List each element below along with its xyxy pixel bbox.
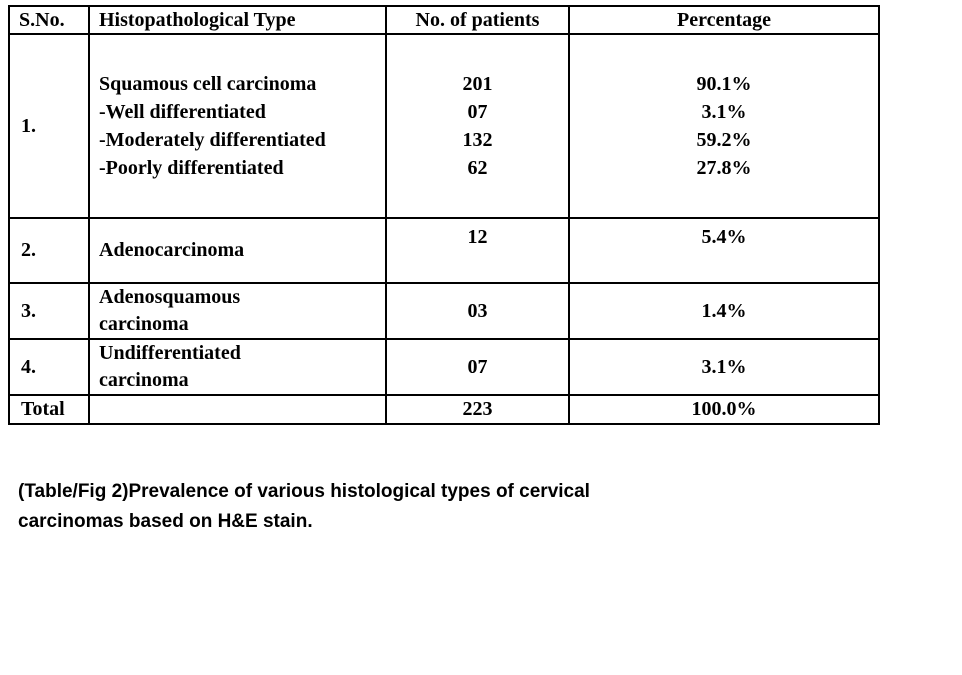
cell-line: 62 <box>467 157 488 179</box>
cell-line: -Well differentiated <box>99 101 266 123</box>
cell-type: Squamous cell carcinoma -Well differenti… <box>88 33 387 219</box>
cell-line: 201 <box>462 73 493 95</box>
cell-line: -Poorly differentiated <box>99 157 284 179</box>
header-sno: S.No. <box>8 5 90 35</box>
table-caption: (Table/Fig 2)Prevalence of various histo… <box>18 477 590 537</box>
cell-line: -Moderately differentiated <box>99 129 326 151</box>
header-percentage: Percentage <box>568 5 880 35</box>
cell-line: 90.1% <box>696 73 752 95</box>
cell-type <box>88 394 387 425</box>
cell-sno: 4. <box>8 338 90 396</box>
cell-percentage: 1.4% <box>568 282 880 340</box>
header-patients: No. of patients <box>385 5 570 35</box>
cell-line: carcinoma <box>99 313 189 335</box>
cell-line: 07 <box>467 101 488 123</box>
cell-patients: 223 <box>385 394 570 425</box>
cell-sno: 2. <box>8 217 90 284</box>
caption-line: carcinomas based on H&E stain. <box>18 511 313 532</box>
cell-line: carcinoma <box>99 369 189 391</box>
cell-type: Adenocarcinoma <box>88 217 387 284</box>
cell-line: 3.1% <box>701 101 747 123</box>
cell-type: Adenosquamous carcinoma <box>88 282 387 340</box>
results-table: S.No. Histopathological Type No. of pati… <box>8 5 880 425</box>
cell-sno: 3. <box>8 282 90 340</box>
cell-percentage: 90.1% 3.1% 59.2% 27.8% <box>568 33 880 219</box>
cell-percentage: 3.1% <box>568 338 880 396</box>
cell-patients: 201 07 132 62 <box>385 33 570 219</box>
cell-line: 132 <box>462 129 493 151</box>
table-row: 2. Adenocarcinoma 12 5.4% <box>8 217 880 284</box>
cell-percentage: 100.0% <box>568 394 880 425</box>
table-row: 3. Adenosquamous carcinoma 03 1.4% <box>8 282 880 340</box>
cell-sno: 1. <box>8 33 90 219</box>
header-row: S.No. Histopathological Type No. of pati… <box>8 5 880 35</box>
cell-patients: 07 <box>385 338 570 396</box>
table-row-total: Total 223 100.0% <box>8 394 880 425</box>
cell-line: Undifferentiated <box>99 342 241 364</box>
table-row: 1. Squamous cell carcinoma -Well differe… <box>8 33 880 219</box>
cell-patients: 12 <box>385 217 570 284</box>
cell-line: Adenosquamous <box>99 286 241 308</box>
cell-type: Undifferentiated carcinoma <box>88 338 387 396</box>
cell-line: 59.2% <box>696 129 752 151</box>
cell-percentage: 5.4% <box>568 217 880 284</box>
cell-patients: 03 <box>385 282 570 340</box>
cell-line: 27.8% <box>696 157 752 179</box>
cell-sno: Total <box>8 394 90 425</box>
cell-line: Squamous cell carcinoma <box>99 73 317 95</box>
header-type: Histopathological Type <box>88 5 387 35</box>
table-row: 4. Undifferentiated carcinoma 07 3.1% <box>8 338 880 396</box>
caption-line: (Table/Fig 2)Prevalence of various histo… <box>18 481 590 502</box>
